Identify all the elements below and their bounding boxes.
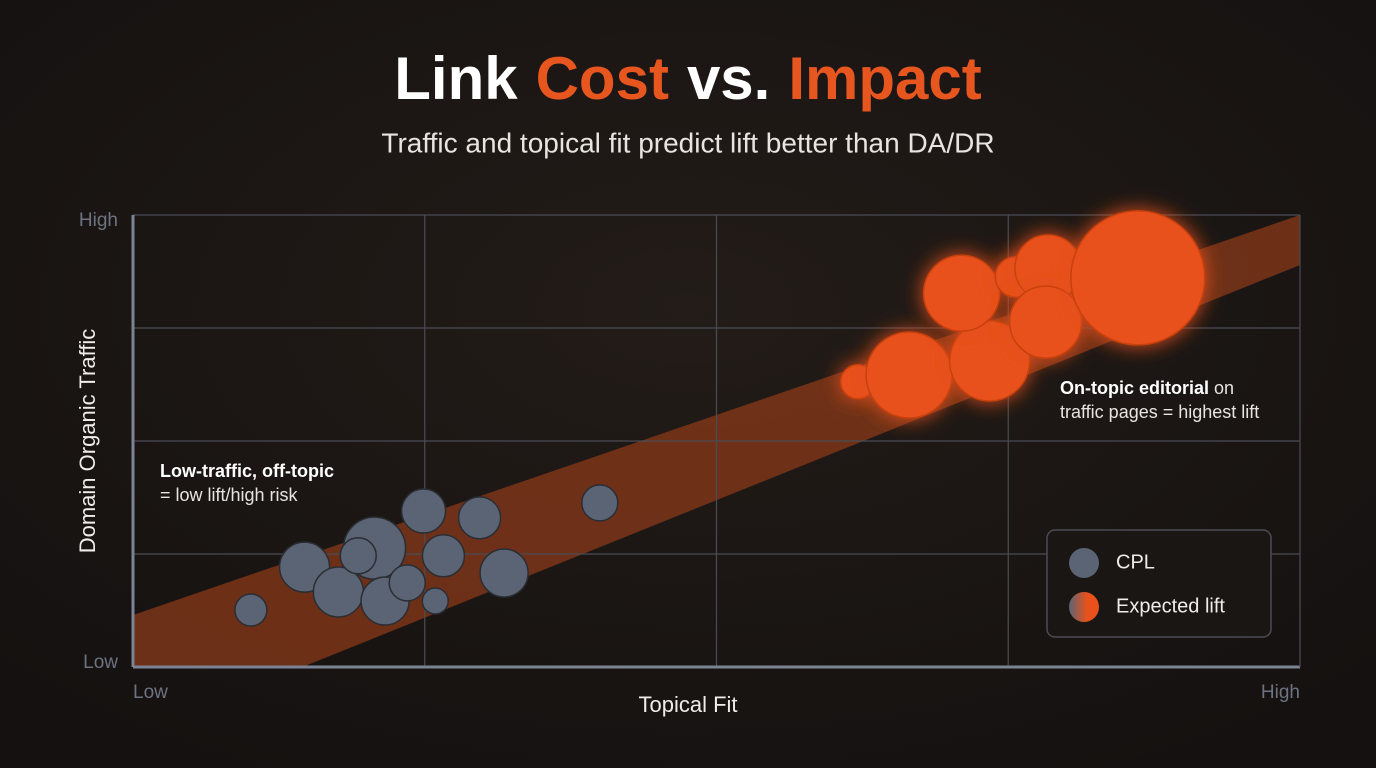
y-axis-label: Domain Organic Traffic: [75, 329, 100, 554]
annotation: On-topic editorial on: [1060, 378, 1234, 398]
legend-box: [1046, 529, 1272, 638]
bubble: [388, 564, 426, 602]
y-tick-label: High: [79, 210, 118, 231]
chart-title: Link Cost vs. Impact: [394, 45, 982, 112]
chart-subtitle: Traffic and topical fit predict lift bet…: [381, 127, 994, 158]
bubble: [865, 331, 953, 419]
legend-marker: [1069, 592, 1099, 622]
title-part: Cost: [536, 45, 669, 112]
bubble: [421, 587, 450, 615]
bubble: [312, 566, 365, 618]
title-part: vs.: [687, 45, 770, 112]
x-tick-label: High: [1261, 682, 1300, 703]
x-axis-label: Topical Fit: [638, 692, 737, 717]
bubble: [1070, 210, 1206, 346]
annotation: = low lift/high risk: [160, 485, 299, 505]
title-part: Link: [394, 45, 518, 112]
bubble: [339, 537, 377, 575]
title-part: Impact: [788, 45, 981, 112]
bubble: [1008, 285, 1083, 359]
bubble: [457, 496, 502, 540]
x-tick-label: Low: [133, 682, 168, 703]
legend-label: Expected lift: [1116, 595, 1225, 617]
bubble: [421, 534, 466, 578]
legend-label: CPL: [1116, 551, 1155, 573]
bubble: [581, 484, 619, 522]
legend-marker: [1069, 548, 1099, 578]
bubble: [400, 488, 447, 534]
bubble: [479, 548, 529, 598]
y-tick-label: Low: [83, 652, 118, 673]
bubble: [948, 320, 1031, 402]
bubble: [234, 593, 268, 627]
annotation: traffic pages = highest lift: [1060, 402, 1259, 422]
annotation: Low-traffic, off-topic: [160, 461, 334, 481]
bubble: [922, 254, 1001, 332]
